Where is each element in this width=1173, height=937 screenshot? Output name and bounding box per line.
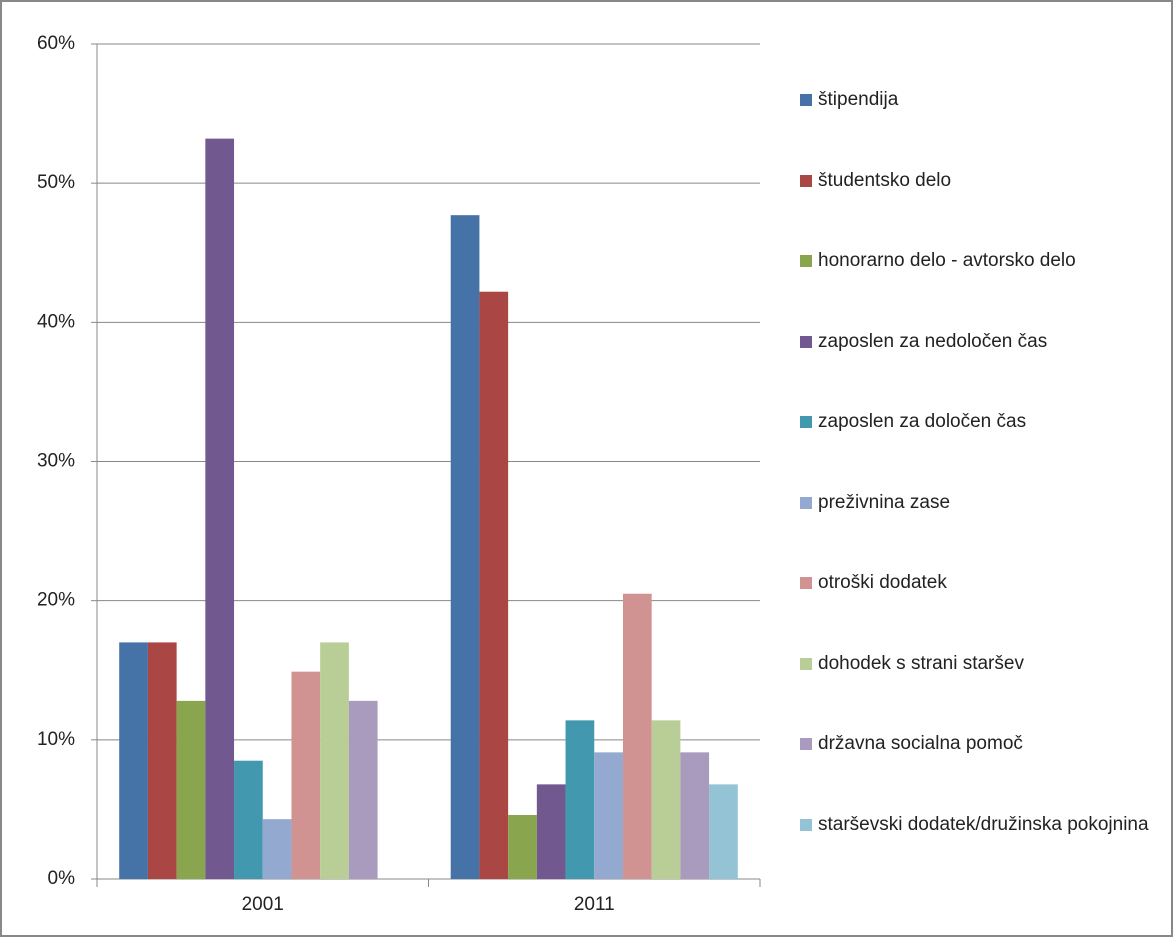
legend-swatch xyxy=(800,577,812,589)
y-tick-label: 0% xyxy=(48,868,76,889)
legend-item: preživnina zase xyxy=(800,489,1160,517)
legend-swatch xyxy=(800,255,812,267)
y-tick-label: 30% xyxy=(37,451,75,472)
legend-swatch xyxy=(800,496,812,509)
x-tick-label: 2011 xyxy=(574,894,615,915)
bar xyxy=(594,752,623,879)
y-tick-label: 60% xyxy=(37,33,75,54)
legend-label: državna socialna pomoč xyxy=(818,733,1023,754)
bar xyxy=(119,642,148,879)
bar xyxy=(262,819,292,879)
bar xyxy=(651,720,681,879)
legend-item: štipendija xyxy=(800,86,1160,114)
legend-item: zaposlen za nedoločen čas xyxy=(800,328,1160,356)
bar xyxy=(508,814,537,879)
legend-swatch xyxy=(800,657,812,670)
legend-swatch xyxy=(800,94,812,106)
bar xyxy=(680,752,710,879)
legend-label: zaposlen za nedoločen čas xyxy=(818,330,1048,352)
x-tick-label: 2001 xyxy=(242,894,284,915)
legend-label: študentsko delo xyxy=(818,169,952,191)
legend-label: starševski dodatek/družinska pokojnina xyxy=(818,813,1149,835)
legend-item: študentsko delo xyxy=(800,167,1160,195)
y-tick-label: 20% xyxy=(37,590,75,611)
legend-label: dohodek s strani staršev xyxy=(818,652,1024,674)
y-tick-label: 40% xyxy=(37,311,75,332)
legend-item: honorarno delo - avtorsko delo xyxy=(800,247,1160,275)
legend-label: preživnina zase xyxy=(818,491,951,513)
legend-swatch xyxy=(800,416,812,428)
legend-label: zaposlen za določen čas xyxy=(818,411,1027,432)
legend-item: dohodek s strani staršev xyxy=(800,650,1160,678)
legend-label: honorarno delo - avtorsko delo xyxy=(818,250,1076,271)
legend-swatch xyxy=(800,174,812,187)
legend-label: otroški dodatek xyxy=(818,572,947,593)
legend-item: zaposlen za določen čas xyxy=(800,408,1160,436)
legend-item: starševski dodatek/družinska pokojnina xyxy=(800,811,1160,839)
bar xyxy=(205,138,235,880)
bar xyxy=(234,760,263,879)
bar xyxy=(176,700,206,879)
legend-label: štipendija xyxy=(818,89,899,110)
bar xyxy=(479,291,509,879)
bar xyxy=(709,784,738,879)
bar xyxy=(348,700,378,879)
legend-item: državna socialna pomoč xyxy=(800,730,1160,758)
bar xyxy=(450,215,480,880)
bar xyxy=(622,593,652,879)
legend-item: otroški dodatek xyxy=(800,569,1160,597)
legend-swatch xyxy=(800,335,812,348)
bar xyxy=(320,642,349,879)
bar xyxy=(536,784,566,879)
legend-swatch xyxy=(800,818,812,831)
bar xyxy=(291,671,321,879)
y-tick-label: 50% xyxy=(37,172,75,193)
y-tick-label: 10% xyxy=(37,729,75,750)
bar xyxy=(565,720,595,879)
bar xyxy=(147,642,177,879)
legend-swatch xyxy=(800,738,812,750)
